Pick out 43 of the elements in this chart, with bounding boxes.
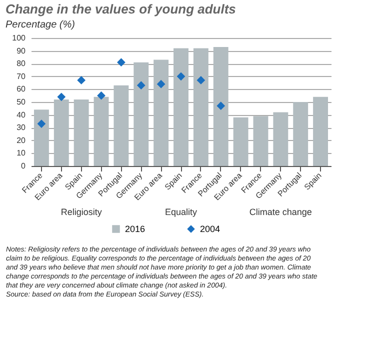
legend-label: 2016 (125, 224, 146, 234)
bar (154, 60, 169, 166)
y-tick-label: 70 (16, 72, 26, 81)
chart-title: Change in the values of young adults (6, 2, 236, 16)
bar (193, 48, 208, 166)
y-tick-label: 100 (12, 34, 26, 42)
point (196, 76, 206, 84)
y-tick-label: 90 (16, 46, 26, 56)
point (156, 80, 166, 88)
bar (293, 102, 308, 166)
y-tick-label: 0 (21, 162, 26, 170)
point (117, 58, 126, 67)
bar (54, 99, 69, 166)
point (176, 72, 186, 81)
legend-label: 2004 (200, 224, 220, 234)
bar (34, 110, 49, 166)
bar (233, 117, 248, 166)
bar (253, 116, 268, 166)
y-tick-label: 30 (16, 123, 26, 132)
point (57, 92, 66, 102)
bar (94, 96, 109, 166)
bar (74, 99, 89, 166)
y-tick-label: 40 (16, 110, 26, 120)
y-tick-label: 10 (16, 148, 26, 158)
y-tick-label: 50 (16, 98, 26, 106)
text: Equality (164, 207, 198, 217)
point (136, 81, 146, 90)
bar (134, 62, 149, 166)
point (77, 76, 86, 84)
text: Religiosity (60, 207, 102, 217)
point (216, 102, 226, 110)
bar (273, 112, 288, 166)
text: Climate change (249, 207, 312, 217)
bar (174, 48, 188, 166)
y-tick-label: 80 (16, 59, 26, 68)
y-tick-label: 60 (16, 84, 26, 94)
bar (313, 96, 328, 166)
point (97, 91, 106, 100)
chart-subtitle: Percentage (%) (6, 20, 75, 30)
bar (213, 46, 228, 166)
y-tick-label: 20 (16, 136, 26, 145)
point (37, 120, 46, 128)
bar (114, 85, 129, 166)
